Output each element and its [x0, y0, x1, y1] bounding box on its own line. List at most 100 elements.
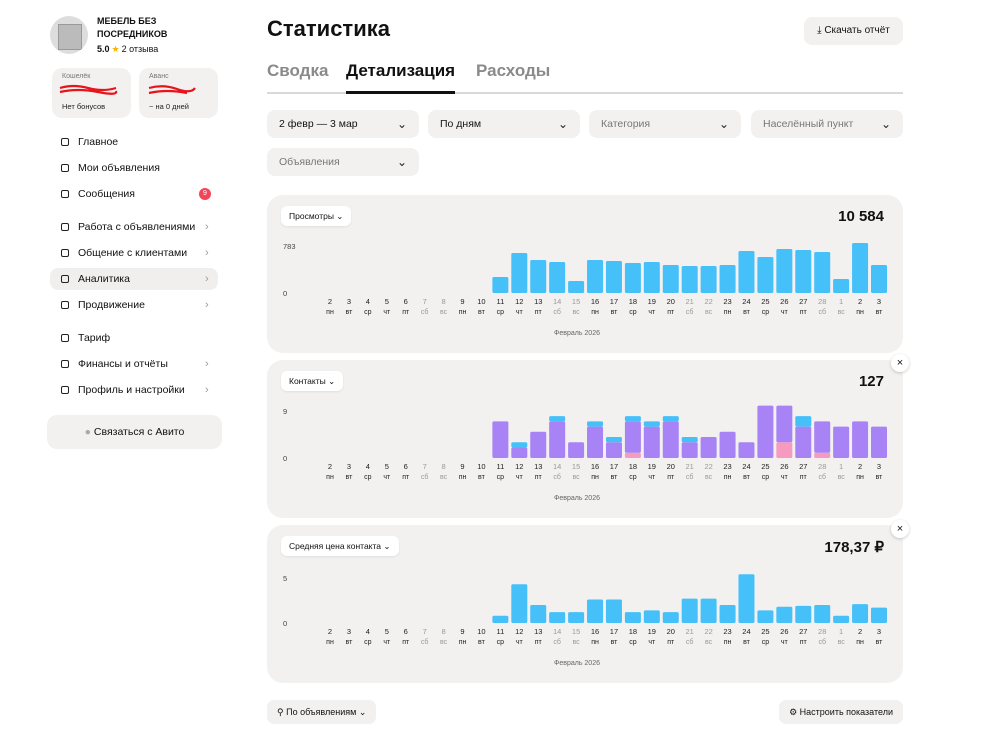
weekday-label: ср [629, 474, 637, 481]
avatar[interactable] [50, 16, 88, 54]
x-tick-label: 23 [723, 627, 731, 636]
weekday-label: пт [535, 474, 543, 481]
filter[interactable]: По дням ⌄ [428, 110, 580, 138]
weekday-label: сб [818, 308, 826, 316]
nav-item[interactable]: Продвижение › [50, 294, 218, 316]
nav-item[interactable]: Профиль и настройки › [50, 379, 218, 401]
x-tick-label: 28 [818, 462, 826, 471]
settings-button[interactable]: ⚙ Настроить показатели [779, 700, 903, 724]
weekday-label: чт [648, 309, 656, 316]
x-tick-label: 2 [328, 462, 332, 471]
nav-item[interactable]: Финансы и отчёты › [50, 353, 218, 375]
weekday-label: чт [516, 474, 524, 481]
nav-item[interactable]: Общение с клиентами › [50, 242, 218, 264]
x-tick-label: 11 [496, 297, 504, 306]
chevron: › [205, 384, 209, 396]
x-tick-label: 21 [686, 297, 694, 306]
nav-item[interactable]: Сообщения 9 [50, 183, 218, 205]
weekday-label: пн [724, 639, 732, 646]
reviews[interactable]: 2 отзыва [121, 44, 159, 54]
contact-button[interactable]: ● Связаться с Авито [47, 415, 222, 449]
filter[interactable]: Населённый пункт ⌄ [751, 110, 903, 138]
wallet-note: Нет бонусов [62, 102, 106, 111]
weekday-label: вс [838, 309, 846, 316]
x-tick-label: 18 [629, 462, 637, 471]
x-tick-label: 6 [404, 627, 408, 636]
metric-dropdown[interactable]: Средняя цена контакта ⌄ [281, 536, 399, 556]
filter[interactable]: Категория ⌄ [589, 110, 741, 138]
bar [795, 426, 812, 458]
x-tick-label: 10 [477, 462, 485, 471]
chevron: ⌄ [396, 117, 407, 131]
nav-icon [61, 301, 69, 309]
shop-name[interactable]: МЕБЕЛЬ БЕЗ ПОСРЕДНИКОВ [97, 16, 168, 39]
chevron: › [205, 273, 209, 285]
weekday-label: чт [383, 639, 391, 646]
filter[interactable]: 2 февр — 3 мар ⌄ [267, 110, 419, 138]
rating: 5.0 ★ 2 отзыва [97, 44, 159, 54]
x-tick-label: 19 [648, 297, 656, 306]
weekday-label: сб [553, 638, 561, 646]
nav-icon [61, 249, 69, 257]
tab[interactable]: Детализация [346, 61, 456, 80]
close-button[interactable]: × [891, 354, 909, 372]
bar [871, 265, 887, 293]
x-tick-label: 5 [385, 627, 389, 636]
weekday-label: вс [573, 474, 581, 481]
bar [643, 426, 660, 458]
bar [530, 431, 547, 458]
x-tick-label: 3 [877, 462, 881, 471]
x-tick-label: 20 [667, 297, 675, 306]
advance-note: ~ на 0 дней [149, 102, 189, 111]
x-tick-label: 18 [629, 627, 637, 636]
group-button[interactable]: ⚲ По объявлениям ⌄ [267, 700, 377, 724]
x-tick-label: 26 [780, 627, 788, 636]
bar [624, 421, 641, 453]
weekday-label: пн [724, 309, 732, 316]
nav-icon [61, 223, 69, 231]
bar [681, 442, 698, 458]
metric-dropdown[interactable]: Контакты ⌄ [281, 371, 344, 391]
x-tick-label: 6 [404, 297, 408, 306]
y-tick-label: 0 [283, 619, 287, 628]
bar [624, 452, 641, 458]
download-button[interactable]: ⤓ Скачать отчёт [804, 17, 903, 45]
bar [662, 421, 679, 458]
tab[interactable]: Расходы [476, 61, 551, 80]
weekday-label: пн [459, 474, 467, 481]
x-tick-label: 24 [742, 462, 750, 471]
weekday-label: вт [876, 309, 884, 316]
advance-card[interactable]: Аванс ~ на 0 дней [139, 68, 218, 118]
x-tick-label: 16 [591, 627, 599, 636]
bar [776, 248, 793, 293]
bar [776, 606, 793, 623]
x-tick-label: 14 [553, 297, 561, 306]
nav-item[interactable]: Главное [50, 131, 218, 153]
weekday-label: пн [459, 639, 467, 646]
metric-dropdown[interactable]: Просмотры ⌄ [281, 206, 352, 226]
x-tick-label: 3 [347, 462, 351, 471]
tab[interactable]: Сводка [267, 61, 329, 80]
weekday-label: пт [800, 639, 808, 646]
bar [624, 262, 641, 293]
x-tick-label: 7 [423, 297, 427, 306]
x-tick-label: 3 [877, 627, 881, 636]
close-button[interactable]: × [891, 520, 909, 538]
chart: 092пн3вт4ср5чт6пт7сб8вс9пн10вт11ср12чт13… [283, 405, 887, 502]
wallet-card[interactable]: Кошелёк Нет бонусов [52, 68, 131, 118]
nav-item[interactable]: Работа с объявлениями › [50, 216, 218, 238]
nav-item[interactable]: Мои объявления [50, 157, 218, 179]
bar [852, 242, 869, 293]
tab-underline [346, 91, 455, 94]
bar [530, 259, 547, 293]
bar [757, 256, 774, 293]
nav-item[interactable]: Тариф [50, 327, 218, 349]
x-tick-label: 24 [742, 627, 750, 636]
bar [549, 421, 566, 458]
weekday-label: вт [611, 309, 619, 316]
total-value: 178,37 ₽ [824, 539, 884, 556]
bar [492, 615, 509, 623]
weekday-label: вс [705, 639, 713, 646]
nav-item[interactable]: Аналитика › [50, 268, 218, 290]
filter[interactable]: Объявления ⌄ [267, 148, 419, 176]
